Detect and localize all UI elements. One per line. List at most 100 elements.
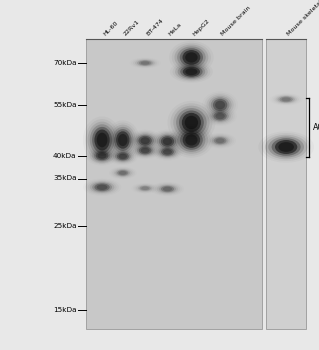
Ellipse shape xyxy=(133,144,157,157)
Ellipse shape xyxy=(159,135,176,148)
Ellipse shape xyxy=(214,137,226,144)
Text: 25kDa: 25kDa xyxy=(53,223,77,229)
Ellipse shape xyxy=(117,170,128,176)
Ellipse shape xyxy=(275,95,297,104)
Text: Mouse skeletal muscle: Mouse skeletal muscle xyxy=(286,0,319,37)
Ellipse shape xyxy=(141,61,150,65)
Text: 15kDa: 15kDa xyxy=(53,307,77,313)
Ellipse shape xyxy=(278,96,295,103)
Ellipse shape xyxy=(180,66,203,78)
Ellipse shape xyxy=(163,149,172,155)
Ellipse shape xyxy=(174,44,208,70)
Ellipse shape xyxy=(119,171,127,175)
Ellipse shape xyxy=(175,63,208,80)
Ellipse shape xyxy=(135,59,155,66)
Ellipse shape xyxy=(157,133,178,149)
Ellipse shape xyxy=(118,134,128,146)
Ellipse shape xyxy=(97,133,108,147)
Text: HeLa: HeLa xyxy=(167,22,182,37)
Bar xyxy=(266,38,306,329)
Ellipse shape xyxy=(185,116,198,129)
Ellipse shape xyxy=(209,110,231,123)
Ellipse shape xyxy=(94,130,110,150)
Ellipse shape xyxy=(278,142,294,152)
Text: 40kDa: 40kDa xyxy=(53,153,77,159)
Ellipse shape xyxy=(115,169,130,176)
Ellipse shape xyxy=(94,150,110,161)
Text: 70kDa: 70kDa xyxy=(53,60,77,66)
Ellipse shape xyxy=(134,133,156,148)
Ellipse shape xyxy=(175,126,208,154)
Ellipse shape xyxy=(206,94,234,116)
Ellipse shape xyxy=(170,103,212,142)
Ellipse shape xyxy=(138,185,152,191)
Ellipse shape xyxy=(132,132,158,149)
Ellipse shape xyxy=(85,119,119,161)
Ellipse shape xyxy=(176,108,207,137)
Ellipse shape xyxy=(141,187,149,190)
Ellipse shape xyxy=(179,111,204,134)
Ellipse shape xyxy=(140,137,150,144)
Ellipse shape xyxy=(119,154,127,159)
Ellipse shape xyxy=(213,99,227,111)
Ellipse shape xyxy=(87,122,117,158)
Ellipse shape xyxy=(114,129,131,151)
Bar xyxy=(86,38,262,329)
Ellipse shape xyxy=(265,135,308,159)
Ellipse shape xyxy=(215,101,225,109)
Ellipse shape xyxy=(92,127,112,153)
Ellipse shape xyxy=(161,148,174,156)
Text: HepG2: HepG2 xyxy=(191,18,210,37)
Ellipse shape xyxy=(137,60,153,66)
Ellipse shape xyxy=(185,52,198,63)
Ellipse shape xyxy=(163,138,172,145)
Ellipse shape xyxy=(97,184,108,190)
Ellipse shape xyxy=(163,187,172,191)
Ellipse shape xyxy=(96,151,108,160)
Ellipse shape xyxy=(92,182,112,192)
Ellipse shape xyxy=(268,136,304,158)
Ellipse shape xyxy=(94,183,110,191)
Ellipse shape xyxy=(262,133,311,161)
Ellipse shape xyxy=(185,134,197,146)
Text: 22Rv1: 22Rv1 xyxy=(123,19,141,37)
Ellipse shape xyxy=(211,111,229,122)
Ellipse shape xyxy=(116,131,130,149)
Ellipse shape xyxy=(182,50,200,65)
Ellipse shape xyxy=(90,148,114,163)
Ellipse shape xyxy=(140,186,151,191)
Ellipse shape xyxy=(117,153,129,160)
Ellipse shape xyxy=(180,48,203,66)
Ellipse shape xyxy=(139,61,152,65)
Ellipse shape xyxy=(161,186,174,192)
Ellipse shape xyxy=(211,97,229,113)
Ellipse shape xyxy=(178,64,205,79)
Text: 55kDa: 55kDa xyxy=(53,102,77,108)
Ellipse shape xyxy=(137,146,153,155)
Ellipse shape xyxy=(180,130,203,150)
Ellipse shape xyxy=(212,136,228,145)
Ellipse shape xyxy=(112,127,134,153)
Ellipse shape xyxy=(177,128,205,152)
Ellipse shape xyxy=(155,145,180,159)
Ellipse shape xyxy=(177,46,206,69)
Text: BT-474: BT-474 xyxy=(145,18,164,37)
Ellipse shape xyxy=(90,124,114,156)
Ellipse shape xyxy=(210,135,230,146)
Ellipse shape xyxy=(138,136,152,146)
Ellipse shape xyxy=(275,140,297,154)
Ellipse shape xyxy=(185,68,197,75)
Ellipse shape xyxy=(155,132,180,150)
Ellipse shape xyxy=(182,132,200,148)
Ellipse shape xyxy=(216,138,225,143)
Ellipse shape xyxy=(113,150,132,162)
Ellipse shape xyxy=(161,136,174,147)
Text: ACTL6B: ACTL6B xyxy=(313,123,319,132)
Ellipse shape xyxy=(183,67,200,77)
Ellipse shape xyxy=(137,135,154,147)
Ellipse shape xyxy=(135,145,155,156)
Ellipse shape xyxy=(92,149,112,162)
Ellipse shape xyxy=(98,153,107,159)
Ellipse shape xyxy=(141,148,150,153)
Ellipse shape xyxy=(182,113,201,132)
